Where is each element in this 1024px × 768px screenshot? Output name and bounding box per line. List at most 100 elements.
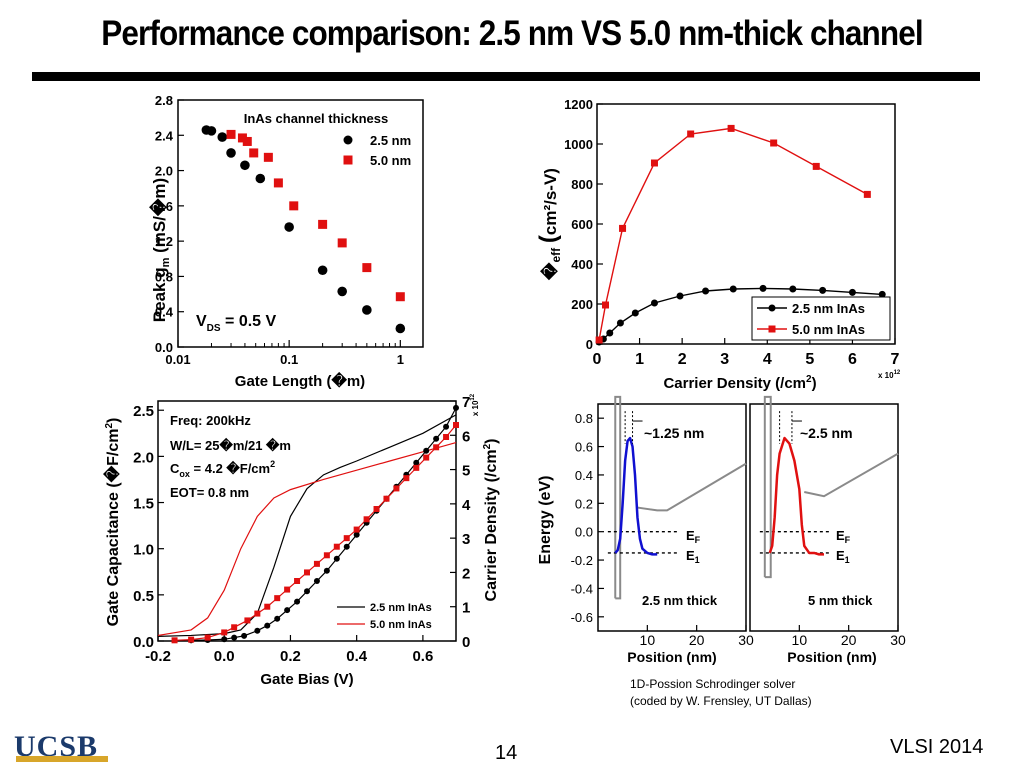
gm-point-50 xyxy=(237,133,247,143)
gm-ytick-label: 0.8 xyxy=(155,269,173,284)
band-ytick-label: 0.8 xyxy=(575,411,593,426)
density-point-50 xyxy=(231,624,238,631)
density-point-25 xyxy=(313,578,320,584)
density-point-50 xyxy=(373,506,380,512)
mobility-legend-marker-50 xyxy=(768,325,776,333)
cv-y2tick-label: 2 xyxy=(462,565,470,582)
gm-ytick-label: 2.8 xyxy=(155,93,173,108)
band-panel-50-frame xyxy=(749,403,899,632)
density-point-25 xyxy=(423,447,430,454)
mobility-xtick-label: 5 xyxy=(805,351,814,368)
band-ytick-label: -0.4 xyxy=(571,581,593,596)
cv-xtick-label: 0.2 xyxy=(280,648,301,665)
gm-point-25 xyxy=(284,222,294,232)
density-point-25 xyxy=(264,622,271,629)
density-point-25 xyxy=(353,531,360,538)
density-point-50 xyxy=(393,485,400,492)
mobility-legend-label-50: 5.0 nm InAs xyxy=(792,322,865,337)
cv-legend-label-25: 2.5 nm InAs xyxy=(370,602,432,614)
mobility-ytick-label: 800 xyxy=(571,177,593,192)
band-edge-well-25 xyxy=(614,395,622,600)
density-point-50 xyxy=(204,634,211,641)
cv-info-freq: Freq: 200kHz xyxy=(170,413,251,428)
mobility-point-25 xyxy=(702,287,710,295)
density-point-50 xyxy=(188,636,195,643)
cv-y2tick-label: 1 xyxy=(462,600,470,617)
cv-xtick-label: 0.6 xyxy=(412,648,433,665)
cv-xtick-label: 0.0 xyxy=(214,648,235,665)
density-point-50 xyxy=(323,552,330,559)
title-rule xyxy=(32,72,980,81)
cv-info-eot: EOT= 0.8 nm xyxy=(170,485,249,500)
band-ytick-label: 0.6 xyxy=(575,440,593,455)
mobility-point-50 xyxy=(619,224,627,232)
slide-title: Performance comparison: 2.5 nm VS 5.0 nm… xyxy=(101,14,923,53)
density-point-25 xyxy=(221,636,228,643)
mobility-point-50 xyxy=(602,301,610,309)
gm-vds-annotation: VDS = 0.5 V xyxy=(196,313,277,334)
mobility-legend-box xyxy=(751,296,891,341)
band-panel-label-50: 5 nm thick xyxy=(808,593,873,608)
band-edge-tail-25 xyxy=(637,462,747,512)
band-wavefunction-50 xyxy=(768,436,824,556)
gm-legend-title: InAs channel thickness xyxy=(244,111,389,126)
mobility-point-25 xyxy=(819,286,827,294)
cv-ytick-label: 2.5 xyxy=(133,403,154,420)
density-point-50 xyxy=(221,629,228,636)
gm-point-50 xyxy=(337,238,347,248)
mobility-xtick-label: 6 xyxy=(848,351,857,368)
cv-y2tick-label: 3 xyxy=(462,531,470,548)
gm-ytick-label: 1.6 xyxy=(155,199,173,214)
gm-point-25 xyxy=(226,148,236,158)
band-edge-well-50 xyxy=(763,395,772,579)
density-point-25 xyxy=(443,423,450,430)
gm-legend-label-50: 5.0 nm xyxy=(370,153,411,168)
gm-point-25 xyxy=(317,265,328,276)
mobility-xtick-label: 4 xyxy=(763,351,772,368)
mobility-ytick-label: 400 xyxy=(571,257,593,272)
band-edge-tail-50 xyxy=(804,452,899,498)
gm-point-25 xyxy=(395,323,406,334)
gm-point-25 xyxy=(337,286,347,297)
cv-ytick-label: 0.5 xyxy=(133,588,154,605)
density-point-25 xyxy=(231,634,238,641)
gm-ytick-label: 0.0 xyxy=(155,340,173,355)
mobility-point-25 xyxy=(606,329,614,337)
solver-note-line1: 1D-Possion Schrodinger solver xyxy=(630,677,796,691)
density-point-50 xyxy=(343,535,350,542)
cv-y2tick-label: 5 xyxy=(462,463,470,480)
band-panel-label-25: 2.5 nm thick xyxy=(642,593,718,608)
density-point-50 xyxy=(333,543,340,550)
mobility-xlabel: Carrier Density (/cm2) xyxy=(663,374,816,392)
mobility-ytick-label: 200 xyxy=(571,297,593,312)
cv-ytick-label: 2.0 xyxy=(133,449,154,466)
gm-ytick-label: 2.0 xyxy=(155,164,173,179)
cv-ytick-label: 1.5 xyxy=(133,496,154,513)
gm-xtick-label: 0.01 xyxy=(165,352,190,367)
mobility-x-multiplier: x 1012 xyxy=(878,370,901,380)
band-xtick-label-25: 10 xyxy=(640,632,656,648)
cv-ytick-label: 0.0 xyxy=(133,634,154,651)
density-point-50 xyxy=(274,595,281,602)
gm-point-50 xyxy=(318,219,328,229)
band-width-label-50: ~2.5 nm xyxy=(800,425,853,441)
mobility-point-25 xyxy=(848,288,856,296)
mobility-point-50 xyxy=(650,159,658,167)
band-ytick-label: 0.0 xyxy=(575,525,593,540)
gm-point-25 xyxy=(206,126,217,136)
cv-info-cox: Cox = 4.2 �F/cm2 xyxy=(170,459,275,479)
mobility-point-25 xyxy=(650,299,658,307)
band-chart: 0.80.60.40.20.0-0.2-0.4-0.610 20 30 10 20 30 … xyxy=(537,395,906,665)
density-point-25 xyxy=(433,435,440,442)
cv-y2tick-label: 4 xyxy=(462,497,471,514)
density-point-50 xyxy=(383,495,390,502)
band-ytick-label: 0.4 xyxy=(575,468,593,483)
mobility-chart: 0 200 400 600 800 1000 1200 0 1 2 3 4 5 6 7 x 1012 Car… xyxy=(535,97,901,392)
venue-label: VLSI 2014 xyxy=(890,736,984,758)
cv-y2tick-label: 0 xyxy=(462,634,470,651)
mobility-ylabel: �eff (cm²/s-V) xyxy=(535,168,563,281)
cv-legend-label-50: 5.0 nm InAs xyxy=(370,619,432,631)
mobility-point-25 xyxy=(616,319,624,327)
mobility-point-50 xyxy=(595,336,603,344)
